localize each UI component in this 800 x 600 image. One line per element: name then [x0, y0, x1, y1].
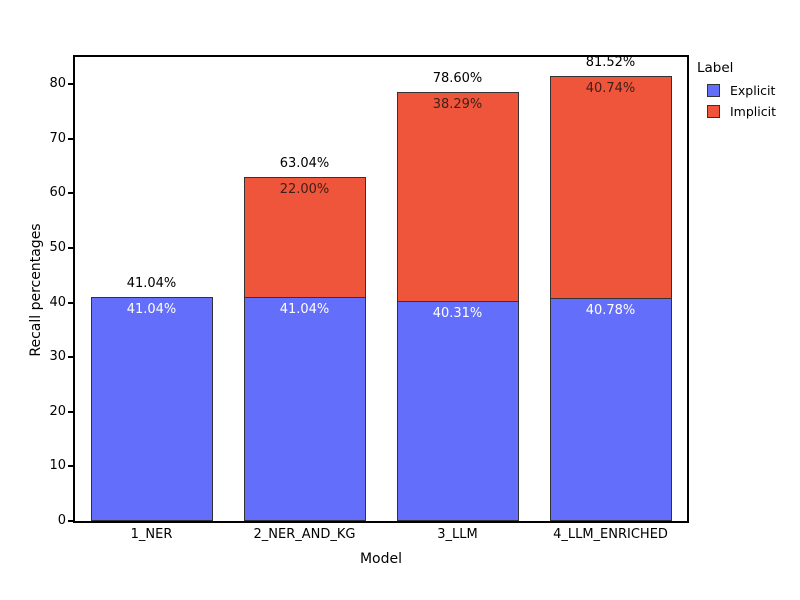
bar-segment-implicit[interactable] — [243, 176, 366, 297]
legend-swatch — [707, 84, 720, 97]
legend-title: Label — [697, 60, 734, 76]
bar-total-label: 78.60% — [432, 70, 483, 86]
bar-segment-label-explicit: 41.04% — [126, 301, 177, 317]
y-tick-mark — [68, 465, 73, 468]
y-tick-label: 40 — [49, 294, 66, 310]
y-tick-label: 80 — [49, 76, 66, 92]
legend-item-label: Implicit — [730, 104, 776, 119]
x-axis-title: Model — [359, 551, 403, 567]
bar-segment-explicit[interactable] — [90, 296, 213, 521]
legend-swatch — [707, 105, 720, 118]
bar-segment-label-explicit: 41.04% — [279, 301, 330, 317]
bar-segment-label-implicit: 38.29% — [432, 96, 483, 112]
y-tick-label: 50 — [49, 240, 66, 256]
bar-segment-implicit[interactable] — [396, 91, 519, 301]
y-tick-label: 30 — [49, 349, 66, 365]
y-tick-mark — [68, 247, 73, 250]
x-tick-label: 3_LLM — [437, 527, 478, 542]
x-tick-label: 4_LLM_ENRICHED — [553, 527, 668, 542]
legend-item[interactable]: Explicit — [707, 83, 797, 98]
legend-items: Explicit Implicit — [697, 83, 797, 119]
y-tick-mark — [68, 137, 73, 140]
y-axis-title: Recall percentages — [28, 223, 44, 357]
bar-total-label: 63.04% — [279, 155, 330, 171]
bar-segment-explicit[interactable] — [396, 300, 519, 521]
bar-segment-label-explicit: 40.78% — [585, 303, 636, 319]
bar-segment-explicit[interactable] — [549, 298, 672, 521]
y-tick-mark — [68, 301, 73, 304]
y-tick-mark — [68, 192, 73, 195]
bar-segment-implicit[interactable] — [549, 75, 672, 299]
bar-segment-explicit[interactable] — [243, 296, 366, 521]
bar-total-label: 41.04% — [126, 275, 177, 291]
y-tick-mark — [68, 83, 73, 86]
y-tick-mark — [68, 520, 73, 522]
legend-item[interactable]: Implicit — [707, 104, 797, 119]
y-tick-label: 60 — [49, 185, 66, 201]
bar-total-label: 81.52% — [585, 54, 636, 70]
bar-segment-label-implicit: 22.00% — [279, 181, 330, 197]
legend: Label Explicit Implicit — [697, 60, 797, 125]
y-tick-label: 20 — [49, 403, 66, 419]
y-tick-mark — [68, 410, 73, 413]
y-tick-label: 70 — [49, 130, 66, 146]
bar-segment-label-explicit: 40.31% — [432, 305, 483, 321]
y-tick-label: 10 — [49, 458, 66, 474]
x-tick-label: 1_NER — [130, 527, 173, 542]
y-tick-mark — [68, 356, 73, 359]
legend-item-label: Explicit — [730, 83, 776, 98]
x-tick-label: 2_NER_AND_KG — [253, 527, 356, 542]
bar-segment-label-implicit: 40.74% — [585, 80, 636, 96]
y-tick-label: 0 — [57, 513, 66, 528]
